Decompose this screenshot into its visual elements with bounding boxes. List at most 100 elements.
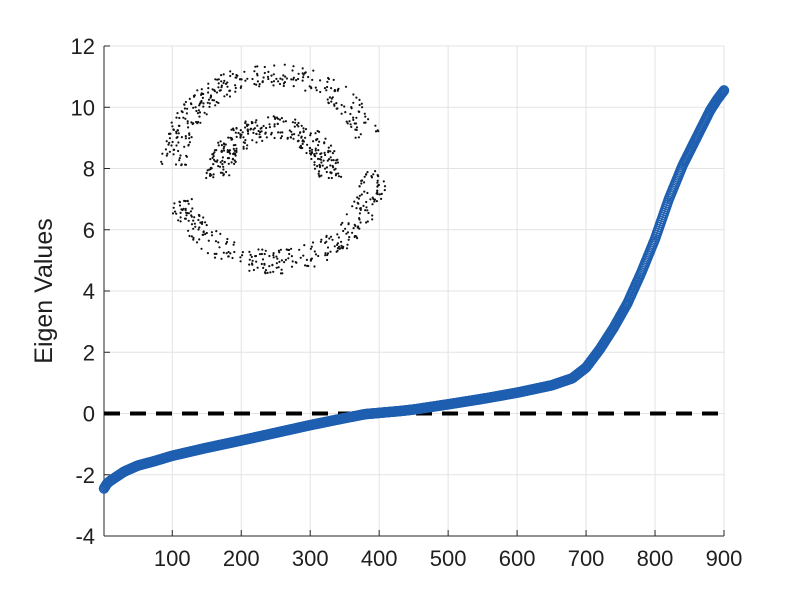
- inset-point: [204, 233, 207, 236]
- inset-point: [230, 128, 233, 131]
- inset-point: [343, 105, 346, 108]
- inset-point: [255, 119, 258, 122]
- inset-scatter: [160, 63, 387, 275]
- inset-point: [284, 75, 287, 78]
- inset-point: [239, 133, 242, 136]
- inset-point: [214, 160, 217, 163]
- inset-point: [326, 98, 329, 101]
- inset-point: [197, 218, 200, 222]
- inset-point: [324, 241, 327, 244]
- inset-point: [214, 104, 217, 107]
- inset-point: [174, 163, 178, 166]
- inset-point: [345, 213, 348, 216]
- inset-point: [182, 116, 185, 119]
- inset-point: [278, 251, 281, 254]
- inset-point: [211, 153, 214, 156]
- inset-point: [187, 126, 190, 129]
- inset-point: [295, 79, 298, 82]
- inset-point: [363, 121, 366, 124]
- inset-point: [302, 254, 305, 257]
- inset-point: [346, 243, 349, 246]
- inset-point: [187, 143, 190, 146]
- inset-point: [205, 224, 208, 227]
- inset-point: [354, 136, 357, 139]
- inset-point: [262, 124, 265, 128]
- inset-point: [340, 103, 343, 107]
- inset-point: [177, 124, 180, 127]
- inset-point: [293, 133, 296, 136]
- inset-point: [348, 236, 351, 239]
- inset-point: [292, 78, 295, 81]
- inset-point: [244, 139, 247, 142]
- inset-point: [316, 157, 320, 160]
- inset-point: [346, 122, 349, 125]
- inset-point: [237, 131, 240, 135]
- inset-point: [238, 78, 242, 81]
- inset-point: [190, 214, 193, 217]
- inset-point: [347, 238, 350, 241]
- inset-point: [340, 244, 343, 247]
- inset-point: [309, 153, 313, 156]
- inset-point: [275, 77, 278, 80]
- inset-point: [225, 170, 228, 174]
- inset-point: [231, 72, 234, 76]
- inset-point: [349, 123, 352, 126]
- inset-point: [315, 89, 318, 92]
- inset-point: [217, 144, 220, 147]
- inset-point: [304, 89, 307, 92]
- inset-point: [248, 269, 251, 272]
- inset-point: [213, 89, 216, 92]
- inset-point: [273, 64, 276, 67]
- inset-point: [340, 112, 343, 115]
- inset-point: [317, 149, 320, 152]
- inset-point: [329, 235, 333, 238]
- inset-point: [340, 175, 343, 178]
- inset-point: [190, 136, 193, 139]
- y-tick-label: -2: [75, 463, 95, 488]
- inset-point: [213, 99, 216, 102]
- inset-point: [366, 209, 369, 212]
- inset-point: [197, 228, 200, 231]
- inset-point: [336, 158, 339, 161]
- inset-point: [330, 100, 333, 103]
- inset-point: [374, 170, 377, 173]
- inset-point: [226, 149, 229, 152]
- inset-point: [188, 133, 191, 136]
- inset-point: [358, 218, 361, 221]
- inset-point: [217, 86, 220, 89]
- inset-point: [318, 140, 321, 143]
- inset-point: [241, 254, 244, 257]
- inset-point: [217, 101, 220, 105]
- inset-point: [277, 266, 280, 269]
- inset-point: [313, 167, 317, 170]
- inset-point: [301, 142, 304, 145]
- inset-point: [203, 111, 206, 114]
- inset-point: [344, 227, 347, 230]
- inset-point: [161, 152, 164, 155]
- inset-point: [208, 168, 211, 171]
- inset-point: [276, 117, 280, 120]
- x-tick-label: 400: [361, 546, 398, 571]
- inset-point: [287, 257, 290, 260]
- inset-point: [306, 264, 309, 267]
- inset-point: [215, 149, 218, 152]
- x-tick-label: 600: [499, 546, 536, 571]
- inset-point: [376, 179, 379, 182]
- inset-point: [178, 157, 181, 160]
- inset-point: [334, 162, 337, 165]
- inset-point: [251, 259, 254, 262]
- inset-point: [231, 256, 234, 260]
- inset-point: [358, 185, 361, 188]
- inset-point: [218, 246, 221, 249]
- inset-point: [341, 221, 344, 224]
- inset-point: [338, 247, 341, 250]
- inset-point: [355, 116, 358, 119]
- inset-point: [200, 99, 203, 103]
- inset-point: [172, 128, 175, 131]
- inset-point: [198, 214, 201, 217]
- inset-point: [352, 93, 355, 96]
- inset-point: [324, 137, 327, 140]
- inset-point: [317, 254, 320, 258]
- inset-point: [200, 222, 204, 225]
- inset-point: [316, 165, 319, 168]
